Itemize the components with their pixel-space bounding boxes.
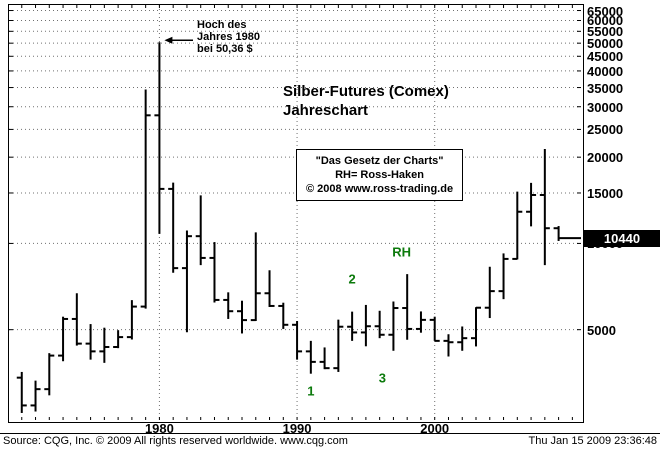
y-axis-label: 60000 — [587, 13, 624, 29]
law-of-charts-box: "Das Gesetz der Charts" RH= Ross-Haken ©… — [296, 149, 464, 201]
high-note-line2: Jahres 1980 — [197, 31, 260, 43]
law-box-line3: © 2008 www.ross-trading.de — [306, 183, 454, 195]
timestamp-text: Thu Jan 15 2009 23:36:48 — [528, 435, 657, 447]
last-price-value: 10440 — [603, 231, 641, 247]
high-note-line1: Hoch des — [197, 19, 247, 31]
y-axis-label: 65000 — [587, 3, 624, 19]
y-axis-label: 25000 — [587, 122, 624, 138]
y-axis-label: 45000 — [587, 49, 624, 65]
y-axis-label: 40000 — [587, 63, 624, 79]
chart-title: Silber-Futures (Comex) Jahreschart — [283, 82, 449, 120]
law-box-line1: "Das Gesetz der Charts" — [315, 155, 444, 167]
high-of-1980-annotation: Hoch des Jahres 1980 bei 50,36 $ — [197, 19, 260, 55]
chart-title-line2: Jahreschart — [283, 102, 369, 119]
chart-title-line1: Silber-Futures (Comex) — [283, 83, 449, 100]
y-axis-label: 55000 — [587, 24, 624, 40]
status-bar: Source: CQG, Inc. © 2009 All rights rese… — [0, 433, 660, 449]
plot-area[interactable] — [8, 4, 584, 423]
source-text: Source: CQG, Inc. © 2009 All rights rese… — [3, 435, 348, 447]
y-axis-label: 20000 — [587, 150, 624, 166]
y-axis-label: 15000 — [587, 185, 624, 201]
law-box-line2: RH= Ross-Haken — [335, 169, 425, 181]
y-axis-label: 30000 — [587, 99, 624, 115]
last-price-badge: 10440 — [584, 230, 660, 248]
high-note-line3: bei 50,36 $ — [197, 43, 253, 55]
y-axis-label: 50000 — [587, 36, 624, 52]
y-axis-label: 35000 — [587, 80, 624, 96]
y-axis-label: 5000 — [587, 322, 616, 338]
